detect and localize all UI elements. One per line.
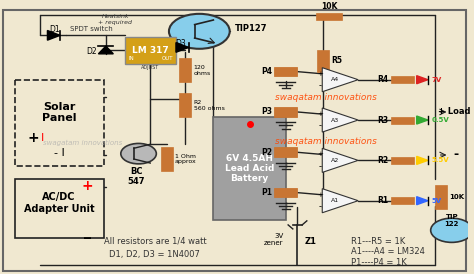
Text: 6V 4.5AH
Lead Acid
Battery: 6V 4.5AH Lead Acid Battery [225,153,274,183]
Text: P1----P4 = 1K: P1----P4 = 1K [351,258,407,267]
Polygon shape [417,76,428,84]
Text: R4: R4 [377,75,389,84]
Text: P1: P1 [261,188,272,197]
Text: 7V: 7V [432,77,442,83]
Text: TIP127: TIP127 [234,24,267,33]
Bar [274,188,298,198]
Text: A4: A4 [331,77,339,82]
Text: -: - [319,162,322,171]
Text: swaqatam innovations: swaqatam innovations [274,93,376,102]
Bar [15,80,103,166]
Text: 120
ohms: 120 ohms [194,65,211,76]
Text: +: + [82,179,93,193]
Text: BC
547: BC 547 [128,167,145,186]
Text: _: _ [83,225,91,239]
Text: P2: P2 [261,148,272,157]
Text: swagatam innovations: swagatam innovations [43,140,122,146]
Text: swaqatam innovations: swaqatam innovations [274,137,376,146]
Text: IN: IN [128,56,134,61]
Bar [391,76,414,83]
Text: 10K: 10K [321,2,337,11]
Bar [317,50,329,72]
Text: Heatsink
+ required: Heatsink + required [98,14,132,25]
Text: R2: R2 [377,156,389,165]
Text: 0.5V: 0.5V [432,117,449,123]
Text: ADJUST: ADJUST [141,65,159,70]
Text: +: + [318,152,323,158]
Bar [161,147,173,171]
Text: 5V: 5V [432,198,442,204]
Bar [125,37,176,64]
Text: A1----A4 = LM324: A1----A4 = LM324 [351,247,425,256]
Text: -: - [319,121,322,130]
Text: -: - [319,202,322,211]
Polygon shape [322,148,358,172]
Text: R2
560 ohms: R2 560 ohms [194,100,225,111]
Circle shape [169,14,230,49]
Bar [391,157,414,164]
Text: P4: P4 [261,67,272,76]
Text: -: - [454,149,459,161]
Polygon shape [176,42,189,52]
Polygon shape [417,197,428,205]
Text: +: + [318,111,323,117]
Circle shape [121,143,156,164]
Polygon shape [47,30,60,40]
Text: D1: D1 [49,25,60,35]
Text: + Load: + Load [438,107,470,116]
Text: D2: D2 [87,47,97,56]
Text: A3: A3 [331,118,339,122]
Bar [274,67,298,76]
Text: SPDT switch: SPDT switch [71,26,113,32]
Circle shape [431,218,473,242]
Bar [391,197,414,204]
Text: Z1: Z1 [304,236,317,246]
Bar [179,93,191,117]
Text: R3: R3 [377,116,389,125]
Text: 3V
zener: 3V zener [264,233,283,246]
Text: P3: P3 [261,107,272,116]
Text: 5.5V: 5.5V [432,157,449,163]
Text: R1---R5 = 1K: R1---R5 = 1K [351,236,405,246]
Text: TIP
122: TIP 122 [445,214,459,227]
Text: 10K: 10K [449,194,465,200]
Text: OUT: OUT [162,56,173,61]
Text: - I: - I [54,148,64,158]
Text: I: I [41,133,45,143]
Text: Solar
Panel: Solar Panel [42,102,76,123]
Bar [213,117,286,219]
Text: D3: D3 [175,39,186,48]
Text: AC/DC
Adapter Unit: AC/DC Adapter Unit [24,192,94,214]
Text: +: + [318,71,323,77]
Text: All resistors are 1/4 watt: All resistors are 1/4 watt [104,236,206,246]
Text: LM 317: LM 317 [132,46,169,55]
Text: +: + [318,192,323,198]
Text: R1: R1 [377,196,389,205]
Bar [179,58,191,82]
Polygon shape [322,68,358,92]
Text: R5: R5 [332,56,343,65]
Polygon shape [322,108,358,132]
Bar [274,107,298,117]
Bar [274,147,298,157]
Polygon shape [417,156,428,164]
Text: +: + [27,131,39,145]
Text: A2: A2 [331,158,339,163]
Polygon shape [322,189,358,213]
Bar [435,185,447,209]
Text: -: - [319,81,322,90]
Polygon shape [417,116,428,124]
Bar [15,179,103,238]
Text: A1: A1 [331,198,339,203]
Text: 1 Ohm
approx: 1 Ohm approx [175,154,197,164]
Bar [391,116,414,124]
Text: D1, D2, D3 = 1N4007: D1, D2, D3 = 1N4007 [109,250,201,259]
Bar [316,13,342,20]
Polygon shape [99,46,113,54]
